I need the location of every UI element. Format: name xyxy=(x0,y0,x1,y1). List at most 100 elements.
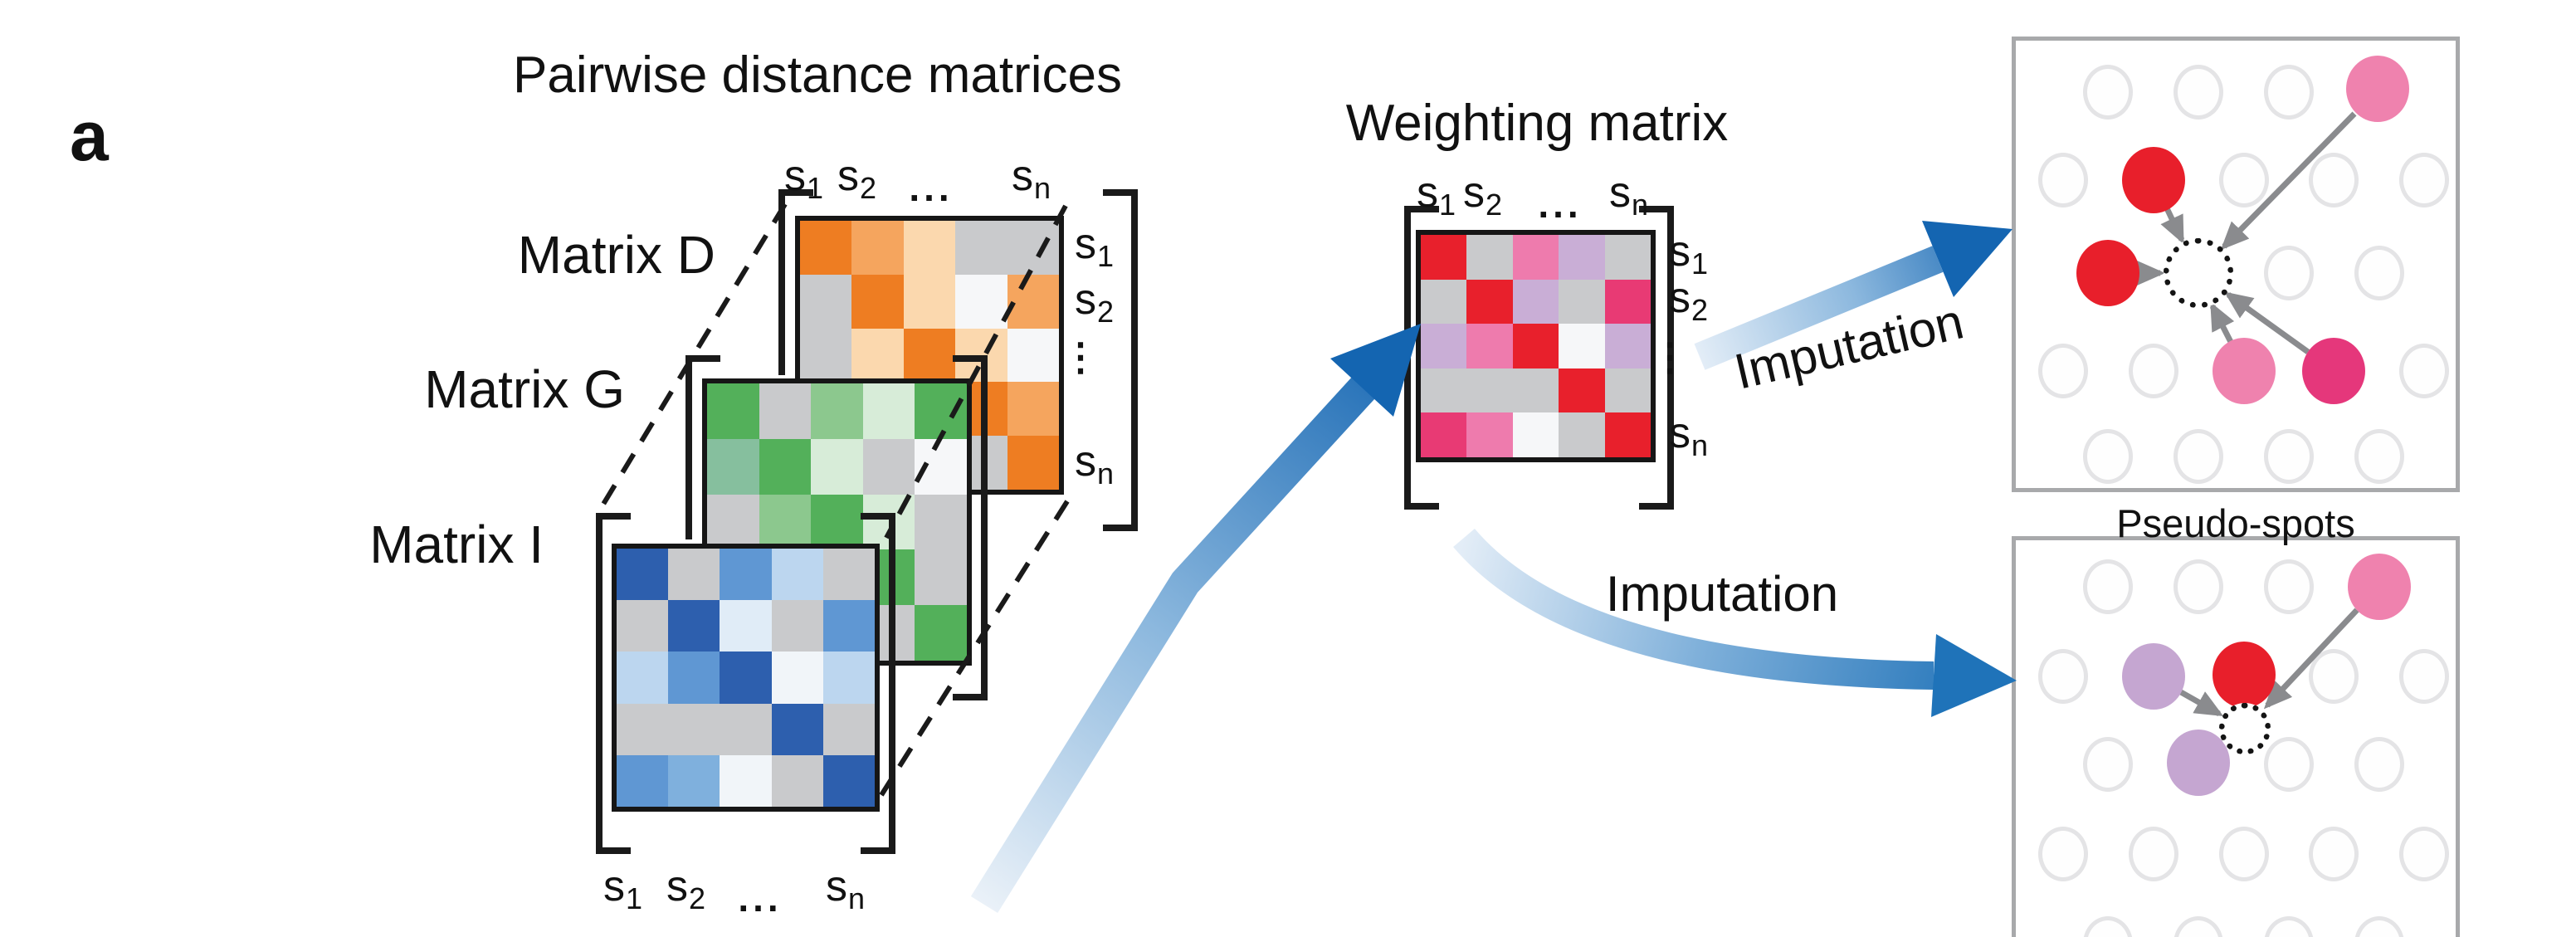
empty-spot xyxy=(2038,344,2088,398)
spot-pink xyxy=(2348,554,2411,620)
matrix-cell xyxy=(862,494,915,550)
empty-spot xyxy=(2354,429,2404,484)
matrix-cell xyxy=(822,652,875,704)
matrix-cell xyxy=(800,274,852,329)
matrix-cell xyxy=(1421,412,1467,457)
matrix-cell xyxy=(1559,235,1605,280)
matrix-cell xyxy=(1604,412,1651,457)
axis-dots: ⋮ xyxy=(1651,335,1689,378)
matrix-cell xyxy=(759,383,812,439)
spot-arrow xyxy=(2179,689,2224,717)
empty-spot xyxy=(2174,559,2223,614)
matrix-cell xyxy=(1466,235,1513,280)
matrix-cell xyxy=(811,383,863,439)
matrix-cell xyxy=(1421,235,1467,280)
matrix-g-label: Matrix G xyxy=(424,359,625,419)
axis-label: s2 xyxy=(837,152,877,205)
spot-dpink xyxy=(2302,338,2365,404)
matrix-cell xyxy=(1512,279,1559,325)
matrix-cell xyxy=(1559,279,1605,325)
matrix-cell xyxy=(1007,274,1059,329)
matrix-cell xyxy=(915,383,967,439)
pseudo-spots-label: Pseudo-spots xyxy=(2116,501,2355,545)
matrix-cell xyxy=(800,221,852,275)
spot-red xyxy=(2076,240,2139,306)
axis-dots: ⋮ xyxy=(1061,335,1100,378)
empty-spot xyxy=(2038,827,2088,881)
empty-spot xyxy=(2309,153,2359,207)
arrow-imputation-top-head xyxy=(1922,221,2013,297)
matrix-cell xyxy=(707,494,759,550)
arrow-imputation-bottom-head xyxy=(1931,634,2017,717)
empty-spot xyxy=(2219,827,2269,881)
matrix-cell xyxy=(1007,436,1059,490)
empty-spot xyxy=(2354,737,2404,792)
spot-red xyxy=(2213,642,2276,708)
arrow-matrices-to-weighting-head xyxy=(1330,324,1421,417)
matrix-cell xyxy=(1466,279,1513,325)
matrix-cell xyxy=(1007,221,1059,275)
matrix-cell xyxy=(800,328,852,383)
matrix-cell xyxy=(771,549,823,601)
axis-dots: ... xyxy=(1538,183,1583,226)
empty-spot xyxy=(2399,153,2449,207)
axis-label: sn xyxy=(825,862,866,915)
spot-arrow xyxy=(2224,291,2310,354)
matrix-cell xyxy=(862,383,915,439)
axis-label: s2 xyxy=(1462,168,1503,222)
matrix-cell xyxy=(1604,235,1651,280)
spot-arrow xyxy=(2220,111,2357,251)
spot-panel-top xyxy=(2012,37,2460,492)
axis-label: sn xyxy=(1608,168,1649,222)
matrix-W xyxy=(1416,230,1656,462)
axis-label: s1 xyxy=(603,862,643,915)
empty-spot xyxy=(2083,737,2133,792)
imputation-label-bottom: Imputation xyxy=(1605,566,1839,622)
matrix-cell xyxy=(822,600,875,652)
matrix-cell xyxy=(862,438,915,495)
matrix-cell xyxy=(915,494,967,550)
matrix-cell xyxy=(1512,412,1559,457)
matrix-cell xyxy=(668,600,720,652)
matrix-cell xyxy=(1421,279,1467,325)
empty-spot xyxy=(2309,649,2359,704)
spot-plum xyxy=(2167,730,2230,796)
matrix-cell xyxy=(707,438,759,495)
matrix-cell xyxy=(617,652,669,704)
matrix-cell xyxy=(1466,412,1513,457)
matrix-i-label: Matrix I xyxy=(369,515,544,574)
matrix-cell xyxy=(1559,412,1605,457)
matrix-cell xyxy=(811,494,863,550)
empty-spot xyxy=(2399,344,2449,398)
matrix-cell xyxy=(822,549,875,601)
matrix-cell xyxy=(617,754,669,807)
axis-label: sn xyxy=(1074,437,1115,490)
spot-arrows xyxy=(2137,111,2357,354)
empty-spot xyxy=(2264,429,2314,484)
matrix-cell xyxy=(915,438,967,495)
empty-spot xyxy=(2083,559,2133,614)
matrix-d-label: Matrix D xyxy=(517,225,715,285)
empty-spot xyxy=(2083,65,2133,120)
matrix-I xyxy=(612,544,880,812)
spot-arrow xyxy=(2263,608,2359,710)
matrix-cell xyxy=(771,703,823,755)
matrix-cell xyxy=(771,754,823,807)
matrix-cell xyxy=(851,328,904,383)
matrix-cell xyxy=(1007,382,1059,437)
matrix-cell xyxy=(759,438,812,495)
spot-plum xyxy=(2122,643,2185,710)
matrix-cell xyxy=(811,438,863,495)
empty-spot xyxy=(2038,649,2088,704)
axis-label: sn xyxy=(1011,152,1051,205)
imputation-label-top: Imputation xyxy=(1729,293,1969,400)
matrix-cell xyxy=(1466,324,1513,368)
matrix-cell xyxy=(955,221,1007,275)
matrix-cell xyxy=(822,703,875,755)
spot-pink xyxy=(2213,338,2276,404)
matrix-cell xyxy=(903,328,956,383)
empty-spot xyxy=(2399,649,2449,704)
empty-spot xyxy=(2264,737,2314,792)
imputed-spot-outline xyxy=(2219,703,2271,754)
axis-label: s1 xyxy=(1074,220,1115,273)
